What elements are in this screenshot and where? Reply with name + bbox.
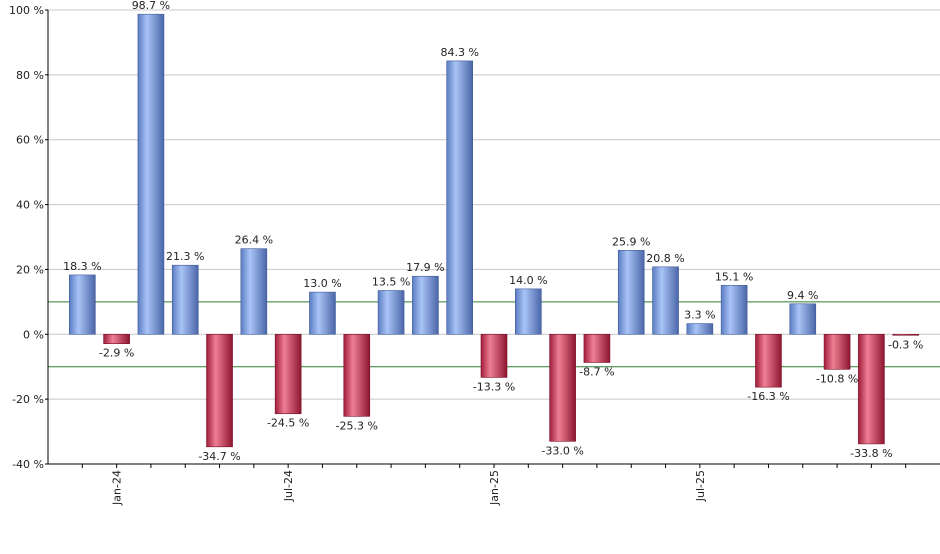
bar (446, 60, 473, 335)
bar (343, 333, 371, 417)
bar (789, 303, 817, 335)
bar (652, 266, 679, 335)
value-label: -24.5 % (267, 417, 309, 430)
value-label: -0.3 % (888, 338, 923, 351)
bar (823, 333, 851, 370)
y-tick-label: -20 % (12, 393, 44, 406)
bar (480, 333, 508, 378)
bar (137, 13, 165, 335)
value-label: -25.3 % (336, 419, 378, 432)
bar (617, 249, 645, 335)
bar (686, 323, 714, 335)
value-label: 98.7 % (132, 0, 170, 12)
value-label: -33.8 % (850, 447, 892, 460)
y-tick-label: 60 % (16, 134, 44, 147)
bar (171, 264, 199, 335)
x-tick-label: Jul-24 (282, 470, 295, 502)
value-label: -10.8 % (816, 372, 858, 385)
value-label: -34.7 % (198, 450, 240, 463)
bar (583, 333, 611, 363)
y-tick-label: 80 % (16, 69, 44, 82)
bar (515, 288, 542, 335)
y-tick-label: 0 % (23, 328, 44, 341)
bar (103, 333, 130, 344)
x-tick-group: Jan-24 (111, 470, 124, 506)
value-label: 21.3 % (166, 250, 204, 263)
bar (412, 275, 439, 335)
value-label: 13.0 % (303, 277, 341, 290)
bar (755, 333, 782, 388)
value-label: 3.3 % (684, 309, 715, 322)
x-tick-group: Jul-25 (694, 470, 707, 502)
value-label: -2.9 % (99, 347, 134, 360)
value-label: 9.4 % (787, 289, 818, 302)
x-tick-label: Jan-25 (488, 470, 501, 506)
value-label: 15.1 % (715, 270, 753, 283)
value-label: 13.5 % (372, 276, 410, 289)
bar (858, 333, 885, 445)
y-tick-label: 100 % (9, 4, 44, 17)
value-label: -16.3 % (747, 390, 789, 403)
value-label: 84.3 % (440, 46, 478, 59)
value-label: 17.9 % (406, 261, 444, 274)
value-label: 20.8 % (646, 252, 684, 265)
y-tick-label: -40 % (12, 458, 44, 471)
y-tick-label: 20 % (16, 263, 44, 276)
bar (549, 333, 576, 442)
x-tick-label: Jul-25 (694, 470, 707, 502)
value-label: -8.7 % (579, 365, 614, 378)
bar (720, 285, 748, 335)
value-label: 14.0 % (509, 274, 547, 287)
x-tick-group: Jul-24 (282, 470, 295, 502)
value-label: -33.0 % (541, 444, 583, 457)
value-label: -13.3 % (473, 380, 515, 393)
y-tick-label: 40 % (16, 199, 44, 212)
bar (274, 333, 302, 415)
value-label: 18.3 % (63, 260, 101, 273)
bar (309, 291, 336, 335)
x-tick-group: Jan-25 (488, 470, 501, 506)
bar (206, 333, 233, 448)
value-label: 25.9 % (612, 235, 650, 248)
bar (377, 290, 405, 335)
value-label: 26.4 % (235, 234, 273, 247)
bar (240, 248, 268, 335)
bar (892, 333, 919, 336)
bar (69, 274, 96, 335)
x-tick-label: Jan-24 (111, 470, 124, 506)
